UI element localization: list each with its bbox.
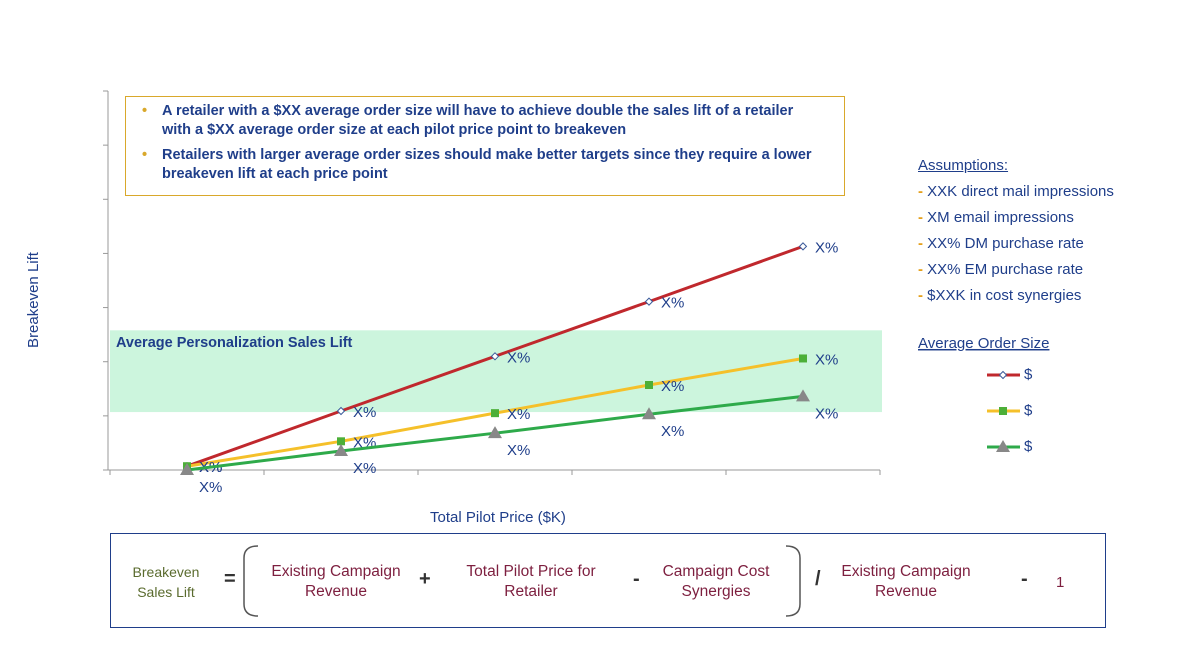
marker <box>996 440 1010 452</box>
callout: A retailer with a $XX average order size… <box>125 96 845 196</box>
marker <box>999 407 1007 415</box>
assumption-item: XX% EM purchase rate <box>918 257 1114 283</box>
assumptions: Assumptions: XXK direct mail impressions… <box>918 153 1114 309</box>
formula-operator: - <box>1021 568 1028 590</box>
data-label: X% <box>661 423 684 440</box>
assumption-item: XX% DM purchase rate <box>918 231 1114 257</box>
formula-term: Campaign Cost Synergies <box>662 563 770 600</box>
marker <box>645 380 653 389</box>
data-label: X% <box>353 460 376 477</box>
assumption-item: XM email impressions <box>918 205 1114 231</box>
formula-term: Total Pilot Price for Retailer <box>466 563 596 600</box>
data-label: X% <box>507 442 530 459</box>
marker <box>336 406 346 416</box>
legend-title: Average Order Size <box>918 335 1049 352</box>
marker <box>491 409 499 418</box>
formula-operator: + <box>419 568 431 590</box>
parentheses <box>243 545 801 617</box>
marker <box>488 426 502 439</box>
marker <box>998 370 1008 380</box>
data-label: X% <box>199 479 222 496</box>
formula-box: Breakeven Sales Lift = Existing Campaign… <box>110 533 1106 628</box>
assumptions-title: Assumptions: <box>918 157 1009 174</box>
formula-term: Existing Campaign Revenue <box>271 563 401 600</box>
data-label: X% <box>507 406 530 423</box>
assumption-item: $XXK in cost synergies <box>918 283 1114 309</box>
data-label: X% <box>661 295 684 312</box>
highlight-band <box>110 330 882 413</box>
data-label: X% <box>815 239 838 256</box>
formula-term: Existing Campaign Revenue <box>841 563 971 600</box>
formula-operator: 1 <box>1056 574 1065 591</box>
formula-operator: / <box>815 568 821 590</box>
data-label: X% <box>815 351 838 368</box>
formula-operator: - <box>633 568 640 590</box>
data-label: X% <box>661 378 684 395</box>
callout-bullet: A retailer with a $XX average order size… <box>142 102 822 140</box>
assumption-item: XXK direct mail impressions <box>918 179 1114 205</box>
y-axis-label: Breakeven Lift <box>25 251 42 348</box>
x-axis-label: Total Pilot Price ($K) <box>430 509 566 526</box>
legend-label: $ <box>1024 438 1033 455</box>
marker <box>642 407 656 420</box>
data-label: X% <box>815 405 838 422</box>
formula-equals: = <box>224 568 236 590</box>
marker <box>180 463 194 475</box>
marker <box>798 242 808 251</box>
data-label: X% <box>353 404 376 421</box>
legend-label: $ <box>1024 366 1033 383</box>
marker <box>490 352 500 361</box>
legend-label: $ <box>1024 402 1033 419</box>
band-label: Average Personalization Sales Lift <box>116 335 353 351</box>
marker <box>334 444 348 457</box>
marker <box>337 437 345 446</box>
callout-bullet: Retailers with larger average order size… <box>142 146 822 184</box>
marker <box>799 354 807 363</box>
data-label: X% <box>507 349 530 366</box>
formula-lhs: Breakeven Sales Lift <box>132 564 200 600</box>
marker <box>796 389 810 402</box>
marker <box>644 297 654 306</box>
